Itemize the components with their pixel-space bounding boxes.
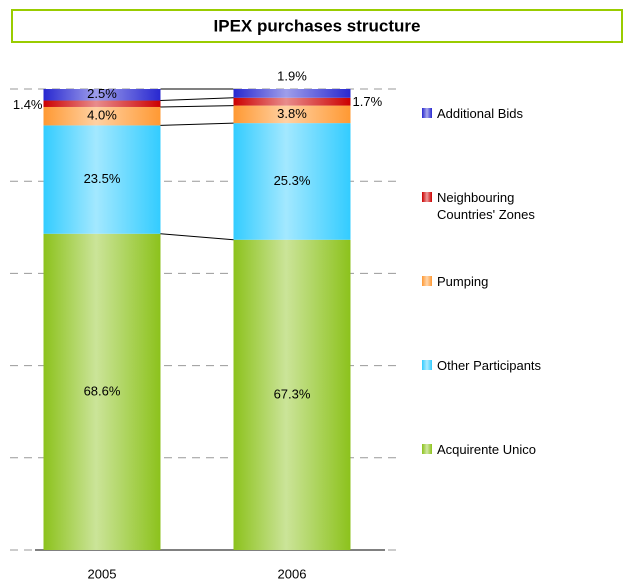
legend-label: Pumping bbox=[437, 274, 489, 289]
chart-title: IPEX purchases structure bbox=[214, 16, 421, 35]
data-label: 23.5% bbox=[84, 171, 121, 186]
bar-segment bbox=[43, 100, 161, 107]
data-label: 4.0% bbox=[87, 108, 117, 123]
legend-label: Additional Bids bbox=[437, 106, 523, 121]
series-line bbox=[160, 233, 234, 241]
legend-item: Pumping bbox=[420, 273, 580, 290]
bar-segment bbox=[233, 105, 351, 124]
series-line bbox=[160, 105, 234, 108]
data-label: 68.6% bbox=[84, 383, 121, 398]
series-line bbox=[160, 122, 234, 126]
legend-swatch bbox=[422, 108, 432, 118]
legend-item: Other Participants bbox=[420, 357, 580, 374]
legend-swatch bbox=[422, 360, 432, 370]
legend-label: Neighbouring Countries' Zones bbox=[437, 190, 535, 222]
legend-item: Neighbouring Countries' Zones bbox=[420, 189, 580, 223]
bar-segment bbox=[43, 125, 161, 234]
data-label: 1.9% bbox=[277, 68, 307, 83]
data-label: 25.3% bbox=[274, 173, 311, 188]
data-label: 1.7% bbox=[353, 94, 383, 109]
x-tick-label: 2006 bbox=[278, 566, 307, 581]
bar-segment bbox=[233, 89, 351, 98]
legend-item: Additional Bids bbox=[420, 105, 580, 122]
data-label: 67.3% bbox=[274, 386, 311, 401]
legend-swatch bbox=[422, 444, 432, 454]
data-label: 3.8% bbox=[277, 106, 307, 121]
bar-segment bbox=[233, 97, 351, 106]
data-label: 2.5% bbox=[87, 86, 117, 101]
bar-segment bbox=[43, 106, 161, 126]
title-box bbox=[11, 9, 623, 43]
data-label: 1.4% bbox=[13, 97, 43, 112]
legend-swatch bbox=[422, 192, 432, 202]
legend-label: Acquirente Unico bbox=[437, 442, 536, 457]
legend-item: Acquirente Unico bbox=[420, 441, 580, 458]
x-tick-label: 2005 bbox=[88, 566, 117, 581]
series-line bbox=[160, 97, 234, 102]
bar-segment bbox=[233, 123, 351, 240]
bar-segment bbox=[43, 89, 161, 101]
legend-swatch bbox=[422, 276, 432, 286]
legend-label: Other Participants bbox=[437, 358, 542, 373]
bar-segment bbox=[43, 233, 161, 550]
bar-segment bbox=[233, 239, 351, 550]
